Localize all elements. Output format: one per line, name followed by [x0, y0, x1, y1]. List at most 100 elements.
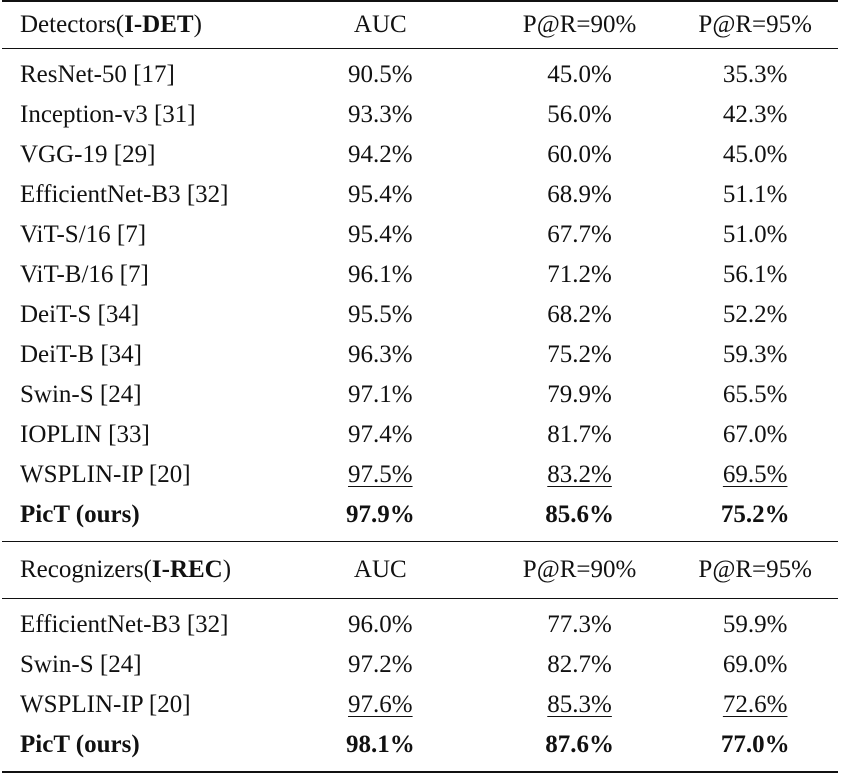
row-auc: 97.1% — [348, 381, 413, 408]
row-p95: 51.1% — [722, 181, 788, 208]
row-auc: 95.5% — [348, 301, 413, 328]
table-row: WSPLIN-IP [20] 97.6% 85.3% 72.6% — [2, 685, 838, 725]
table-row: VGG-19 [29] 94.2% 60.0% 45.0% — [2, 135, 838, 175]
row-p90: 60.0% — [547, 141, 612, 168]
row-auc: 94.2% — [348, 141, 413, 168]
row-p95: 35.3% — [722, 61, 788, 88]
row-p95: 67.0% — [722, 421, 788, 448]
table-row: EfficientNet-B3 [32] 96.0% 77.3% 59.9% — [2, 598, 838, 646]
row-name: IOPLIN [33] — [20, 421, 150, 448]
header-recognizers-bold: I-REC — [151, 556, 223, 583]
row-name: PicT (ours) — [20, 731, 140, 758]
row-name: Swin-S [24] — [20, 381, 142, 408]
table-row: DeiT-S [34] 95.5% 68.2% 52.2% — [2, 295, 838, 335]
row-name: EfficientNet-B3 [32] — [20, 181, 229, 208]
table-row: Swin-S [24] 97.1% 79.9% 65.5% — [2, 375, 838, 415]
row-p90: 67.7% — [547, 221, 612, 248]
row-p90-best: 87.6% — [545, 731, 614, 758]
row-auc-best: 97.9% — [345, 501, 415, 528]
row-p90: 75.2% — [547, 341, 612, 368]
header-detectors: Detectors(I-DET) — [2, 1, 304, 49]
table-row: Swin-S [24] 97.2% 82.7% 69.0% — [2, 645, 838, 685]
row-name: ViT-S/16 [7] — [20, 221, 147, 248]
header-p95: P@R=95% — [698, 11, 812, 38]
row-name: ResNet-50 [17] — [20, 61, 175, 88]
header-p90: P@R=90% — [522, 556, 637, 583]
row-p95: 51.0% — [722, 221, 788, 248]
row-auc-best: 98.1% — [345, 731, 415, 758]
table-row: EfficientNet-B3 [32] 95.4% 68.9% 51.1% — [2, 175, 838, 215]
row-p90: 79.9% — [547, 381, 612, 408]
row-p90: 82.7% — [547, 651, 612, 678]
underlined-value: 97.5% — [348, 461, 413, 488]
row-name: WSPLIN-IP [20] — [20, 691, 191, 718]
table-row: Inception-v3 [31] 93.3% 56.0% 42.3% — [2, 95, 838, 135]
row-auc: 95.4% — [348, 221, 413, 248]
row-name: WSPLIN-IP [20] — [20, 461, 191, 488]
row-auc-second-best: 97.6% — [304, 685, 497, 725]
header-detectors-prefix: Detectors( — [20, 11, 125, 38]
row-p90-second-best: 83.2% — [497, 455, 673, 495]
row-auc-second-best: 97.5% — [304, 455, 497, 495]
table-row: ResNet-50 [17] 90.5% 45.0% 35.3% — [2, 48, 838, 96]
underlined-value: 97.6% — [348, 691, 413, 718]
row-name: Swin-S [24] — [20, 651, 142, 678]
row-auc: 96.1% — [348, 261, 413, 288]
row-p90-second-best: 85.3% — [497, 685, 673, 725]
table-row: DeiT-B [34] 96.3% 75.2% 59.3% — [2, 335, 838, 375]
row-auc: 95.4% — [348, 181, 413, 208]
header-detectors-bold: I-DET — [124, 11, 194, 38]
table-row: IOPLIN [33] 97.4% 81.7% 67.0% — [2, 415, 838, 455]
row-p95: 59.3% — [722, 341, 788, 368]
row-p95: 52.2% — [722, 301, 788, 328]
row-p95: 42.3% — [722, 101, 788, 128]
header-auc: AUC — [353, 556, 407, 583]
table-row: WSPLIN-IP [20] 97.5% 83.2% 69.5% — [2, 455, 838, 495]
header-p90: P@R=90% — [522, 11, 637, 38]
header-recognizers: Recognizers(I-REC) — [2, 542, 304, 599]
row-name: PicT (ours) — [20, 501, 140, 528]
row-p95: 45.0% — [722, 141, 788, 168]
table-row-ours: PicT (ours) 98.1% 87.6% 77.0% — [2, 725, 838, 772]
underlined-value: 69.5% — [722, 461, 788, 488]
row-p90: 56.0% — [547, 101, 612, 128]
table-row-ours: PicT (ours) 97.9% 85.6% 75.2% — [2, 495, 838, 542]
underlined-value: 83.2% — [547, 461, 612, 488]
header-recognizers-suffix: ) — [222, 556, 232, 583]
row-name: DeiT-B [34] — [20, 341, 142, 368]
row-p90-best: 85.6% — [545, 501, 614, 528]
row-p90: 68.9% — [547, 181, 612, 208]
table-row: ViT-B/16 [7] 96.1% 71.2% 56.1% — [2, 255, 838, 295]
row-p90: 45.0% — [547, 61, 612, 88]
header-auc: AUC — [353, 11, 407, 38]
header-row-detectors: Detectors(I-DET) AUC P@R=90% P@R=95% — [2, 1, 838, 49]
row-auc: 96.0% — [348, 611, 413, 638]
row-p95: 65.5% — [722, 381, 788, 408]
row-p95-best: 75.2% — [720, 501, 790, 528]
row-auc: 97.4% — [348, 421, 413, 448]
row-auc: 93.3% — [348, 101, 413, 128]
row-name: ViT-B/16 [7] — [20, 261, 149, 288]
row-name: Inception-v3 [31] — [20, 101, 196, 128]
row-name: VGG-19 [29] — [20, 141, 156, 168]
row-name: DeiT-S [34] — [20, 301, 140, 328]
row-p90: 77.3% — [547, 611, 612, 638]
header-detectors-suffix: ) — [193, 11, 202, 38]
header-row-recognizers: Recognizers(I-REC) AUC P@R=90% P@R=95% — [2, 541, 838, 599]
row-name: EfficientNet-B3 [32] — [20, 611, 229, 638]
underlined-value: 85.3% — [547, 691, 612, 718]
table-row: ViT-S/16 [7] 95.4% 67.7% 51.0% — [2, 215, 838, 255]
row-p90: 68.2% — [547, 301, 612, 328]
underlined-value: 72.6% — [722, 691, 788, 718]
row-p95: 56.1% — [722, 261, 788, 288]
header-p95: P@R=95% — [698, 556, 812, 583]
row-auc: 97.2% — [348, 651, 413, 678]
row-p95: 69.0% — [722, 651, 788, 678]
row-p90: 71.2% — [547, 261, 612, 288]
row-p95-second-best: 72.6% — [672, 685, 838, 725]
row-p95: 59.9% — [722, 611, 788, 638]
row-p95-second-best: 69.5% — [672, 455, 838, 495]
header-recognizers-prefix: Recognizers( — [20, 556, 152, 583]
